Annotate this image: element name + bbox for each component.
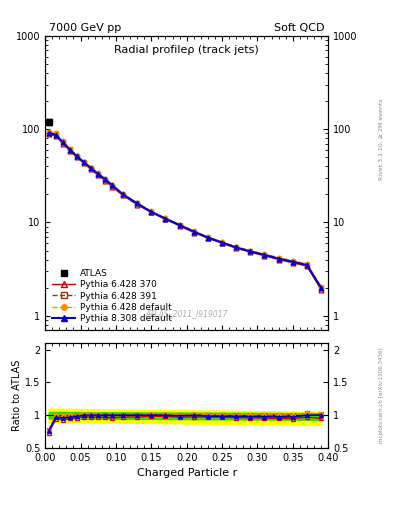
Text: 7000 GeV pp: 7000 GeV pp	[49, 23, 121, 33]
Legend: ATLAS, Pythia 6.428 370, Pythia 6.428 391, Pythia 6.428 default, Pythia 8.308 de: ATLAS, Pythia 6.428 370, Pythia 6.428 39…	[50, 266, 174, 326]
Text: mcplots.cern.ch [arXiv:1306.3436]: mcplots.cern.ch [arXiv:1306.3436]	[379, 348, 384, 443]
Text: Rivet 3.1.10, ≥ 2M events: Rivet 3.1.10, ≥ 2M events	[379, 98, 384, 180]
Y-axis label: Ratio to ATLAS: Ratio to ATLAS	[12, 360, 22, 431]
Text: Soft QCD: Soft QCD	[274, 23, 324, 33]
X-axis label: Charged Particle r: Charged Particle r	[136, 468, 237, 478]
Text: Radial profileρ (track jets): Radial profileρ (track jets)	[114, 45, 259, 55]
Text: ATLAS_2011_I919017: ATLAS_2011_I919017	[145, 309, 228, 318]
